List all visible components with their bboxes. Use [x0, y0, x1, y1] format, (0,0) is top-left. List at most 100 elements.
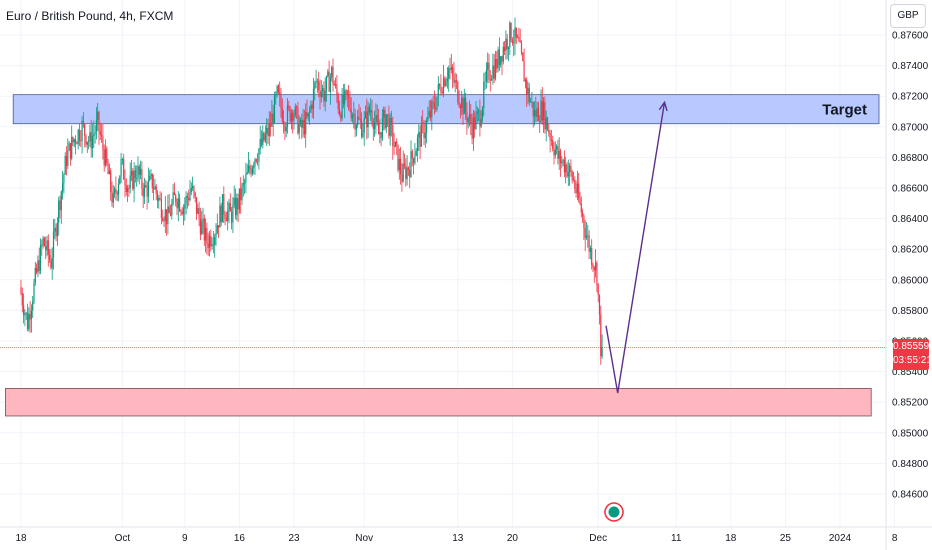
candle-body: [362, 132, 364, 137]
candle-body: [285, 126, 287, 132]
candle-body: [299, 119, 302, 125]
candle-body: [597, 283, 599, 296]
candle-body: [188, 198, 190, 201]
candle-body: [463, 97, 465, 115]
candle-body: [24, 313, 26, 316]
candle-body: [359, 118, 361, 121]
candle-body: [426, 120, 428, 133]
candle-body: [433, 101, 435, 108]
candle-body: [312, 88, 315, 109]
candle-body: [268, 123, 270, 136]
candle-body: [36, 267, 38, 273]
candle-body: [371, 110, 373, 122]
candles-layer: [20, 17, 603, 365]
candle-body: [436, 96, 438, 110]
candle-body: [354, 114, 356, 130]
candle-body: [414, 156, 416, 164]
candle-body: [111, 191, 113, 203]
candle-body: [97, 111, 99, 120]
candle-body: [575, 188, 577, 194]
candle-body: [218, 225, 220, 228]
candle-body: [598, 295, 601, 315]
replay-icon[interactable]: [604, 502, 624, 522]
time-tick-label: 11: [671, 533, 682, 544]
candle-body: [251, 167, 253, 174]
candle-body: [584, 227, 586, 238]
candle-body: [171, 203, 173, 216]
candle-body: [29, 314, 31, 320]
candle-body: [595, 262, 597, 271]
candle-body: [198, 207, 200, 219]
candle-body: [567, 172, 569, 177]
candle-body: [387, 114, 389, 116]
candle-body: [384, 109, 386, 129]
price-tick-label: 0.85800: [892, 306, 929, 317]
candle-body: [229, 203, 231, 212]
candle-body: [247, 165, 250, 172]
candle-body: [67, 150, 69, 166]
candle-body: [50, 259, 52, 268]
candle-body: [493, 65, 495, 79]
candle-body: [349, 97, 351, 110]
candle-body: [227, 210, 229, 221]
price-tick-label: 0.87200: [892, 92, 929, 103]
candle-body: [55, 227, 57, 237]
candle-body: [398, 158, 400, 171]
candle-body: [307, 112, 309, 117]
candle-body: [38, 260, 40, 271]
candle-body: [500, 56, 502, 65]
candle-body: [514, 27, 516, 43]
time-tick-label: Oct: [115, 533, 131, 544]
candle-body: [336, 84, 338, 96]
candle-body: [95, 119, 97, 132]
price-tick-label: 0.86200: [892, 245, 929, 256]
candle-body: [375, 115, 377, 122]
candle-body: [315, 80, 317, 83]
candle-body: [478, 110, 480, 112]
candle-body: [56, 222, 58, 237]
candle-body: [418, 131, 420, 138]
candle-body: [504, 46, 506, 51]
currency-button[interactable]: GBP: [890, 4, 926, 28]
candle-body: [424, 132, 426, 139]
candle-body: [537, 107, 539, 121]
candle-body: [103, 149, 105, 166]
candle-body: [128, 187, 130, 189]
candle-body: [249, 165, 251, 170]
candle-body: [263, 132, 265, 141]
candle-body: [380, 132, 382, 139]
candle-body: [314, 82, 316, 89]
candle-body: [289, 107, 291, 122]
candle-body: [335, 84, 337, 86]
candle-body: [563, 159, 565, 173]
candle-body: [366, 111, 368, 128]
candle-body: [162, 218, 164, 221]
candle-body: [470, 113, 472, 125]
candle-body: [194, 192, 196, 198]
candle-body: [459, 106, 461, 109]
candle-body: [546, 117, 549, 131]
candle-body: [361, 120, 363, 137]
candle-body: [220, 205, 222, 223]
candle-body: [260, 138, 263, 146]
candle-body: [445, 81, 447, 86]
candle-body: [159, 198, 161, 200]
candle-body: [461, 97, 463, 109]
candle-body: [279, 92, 281, 96]
candle-body: [570, 165, 572, 172]
candle-body: [527, 87, 529, 95]
candle-body: [524, 79, 526, 82]
time-axis: 18 Oct 9 16 23 Nov 13 20 Dec 11 18 25 2024 8: [15, 533, 897, 544]
candle-body: [455, 80, 458, 83]
candle-body: [185, 196, 187, 205]
candle-body: [337, 95, 339, 110]
candle-body: [233, 197, 235, 206]
candle-body: [232, 205, 234, 223]
candle-body: [102, 135, 104, 150]
candle-body: [429, 110, 432, 118]
candle-body: [33, 282, 35, 302]
candle-body: [225, 218, 227, 221]
candle-body: [458, 102, 460, 107]
candle-body: [58, 200, 60, 223]
